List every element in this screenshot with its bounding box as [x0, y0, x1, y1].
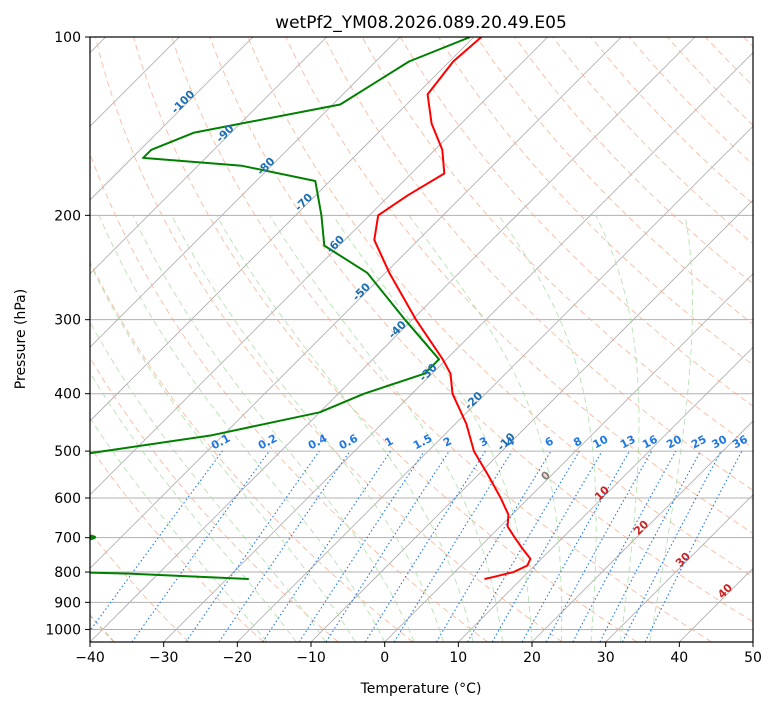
dry-adiabat-line	[171, 37, 712, 642]
temperature-series-line	[373, 37, 532, 580]
dry-adiabat-line	[247, 37, 753, 578]
x-tick-label: −10	[296, 650, 326, 666]
dry-adiabat-line	[132, 37, 638, 642]
x-axis-label: Temperature (°C)	[360, 681, 482, 697]
moist-adiabat-line	[595, 215, 640, 642]
mixing-ratio-line	[644, 450, 743, 642]
x-tick-label: 30	[597, 650, 615, 666]
y-tick-label: 800	[54, 565, 81, 581]
y-tick-label: 400	[54, 387, 81, 403]
mixing-ratio-line	[521, 450, 630, 642]
dry-adiabat-line	[94, 37, 563, 642]
mixing-ratio-line	[131, 450, 270, 642]
isotherm-line	[90, 37, 548, 496]
isotherm-line	[237, 125, 753, 642]
chart-title: wetPf2_YM08.2026.089.20.49.E05	[275, 13, 567, 33]
dry-adiabat-line	[90, 446, 264, 642]
moist-adiabat-line	[132, 215, 415, 642]
isotherm-line	[90, 37, 254, 201]
y-tick-label: 200	[54, 208, 81, 224]
mixing-ratio-line	[572, 450, 677, 642]
isotherm-line	[90, 37, 401, 348]
plot-frame	[89, 36, 754, 643]
x-tick-label: 0	[380, 650, 389, 666]
moist-adiabat-line	[171, 215, 445, 642]
dry-adiabat-line	[209, 37, 753, 623]
x-tick-label: 20	[523, 650, 541, 666]
isotherm-line	[90, 37, 327, 275]
x-tick-label: −20	[223, 650, 253, 666]
moist-adiabat-line	[649, 215, 693, 642]
data-series	[90, 37, 532, 580]
moist-adiabat-line	[90, 321, 327, 642]
y-tick-label: 1000	[45, 622, 81, 638]
moist-adiabat-line	[269, 215, 503, 642]
dry-adiabat-line	[90, 261, 414, 642]
dewpoint-fragment-line	[90, 534, 97, 541]
x-tick-label: −40	[75, 650, 105, 666]
y-tick-label: 300	[54, 313, 81, 329]
mixing-ratio-line	[298, 450, 425, 642]
isotherm-line	[90, 37, 475, 422]
isotherm-line	[90, 37, 622, 569]
y-tick-label: 100	[54, 30, 81, 46]
mixing-ratio-line	[393, 450, 513, 642]
mixing-ratio-line	[90, 450, 223, 632]
mixing-ratio-line	[545, 450, 653, 642]
x-tick-label: 50	[744, 650, 762, 666]
isotherm-line	[384, 273, 753, 642]
y-tick-label: 900	[54, 595, 81, 611]
y-axis: 100 200 300 400 500 600 700 800 900 1000	[45, 30, 90, 638]
isotherm-line	[531, 420, 753, 642]
mixing-ratio-label: 13	[618, 433, 638, 452]
mixing-ratio-line	[185, 450, 320, 642]
dry-adiabat-line	[90, 356, 339, 642]
x-axis: −40 −30 −20 −10 0 10 20 30 40 50	[75, 642, 762, 666]
dry-adiabat-line	[476, 37, 753, 325]
moist-adiabat-line	[90, 262, 356, 642]
moist-adiabat-line	[90, 371, 297, 642]
background-lines	[90, 37, 753, 642]
mixing-ratio-label: 25	[689, 433, 709, 452]
y-axis-label: Pressure (hPa)	[13, 289, 29, 389]
dry-adiabat-line	[323, 37, 753, 491]
dry-adiabat-line	[285, 37, 753, 535]
mixing-ratio-line	[218, 450, 351, 642]
mixing-ratio-label: 30	[710, 433, 730, 452]
isotherm-line	[163, 52, 753, 642]
x-tick-label: −30	[149, 650, 179, 666]
isotherm-line	[458, 346, 753, 642]
mixing-ratio-label: 16	[640, 433, 660, 452]
isotherm-line	[90, 37, 696, 642]
moist-adiabat-line	[98, 215, 386, 642]
mixing-ratio-label: 36	[730, 433, 750, 452]
dewpoint-series-line	[90, 37, 471, 580]
y-tick-label: 600	[54, 491, 81, 507]
moist-adiabat-line	[90, 417, 268, 642]
mixing-ratio-label: 10	[591, 433, 611, 452]
mixing-ratio-line	[262, 450, 392, 642]
x-tick-label: 40	[670, 650, 688, 666]
x-tick-label: 10	[449, 650, 467, 666]
dry-adiabat-line	[514, 37, 753, 285]
moist-adiabat-line	[408, 215, 563, 642]
y-tick-label: 700	[54, 531, 81, 547]
isotherm-line	[605, 494, 753, 642]
mixing-ratio-label: 20	[664, 433, 684, 452]
y-tick-label: 500	[54, 444, 81, 460]
moist-adiabat-line	[216, 215, 474, 642]
mixing-ratio-line	[325, 450, 450, 642]
